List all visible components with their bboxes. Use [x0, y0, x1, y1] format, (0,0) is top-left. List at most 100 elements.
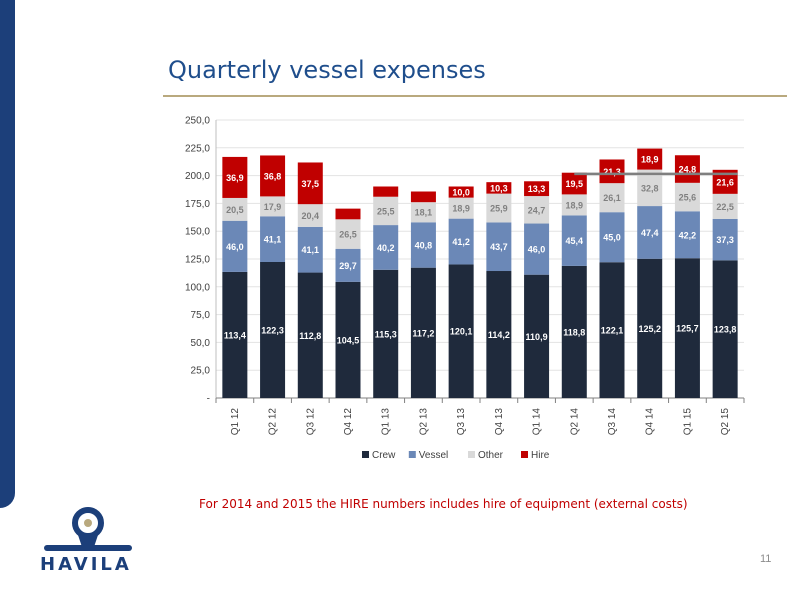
bar-vessel — [674, 211, 700, 259]
x-tick-label: Q2 13 — [418, 408, 429, 436]
havila-logo-icon — [44, 507, 132, 551]
bar-other — [599, 183, 625, 213]
data-label-other: 25,6 — [679, 193, 697, 203]
bar-vessel — [486, 222, 512, 272]
data-label-crew: 114,2 — [488, 330, 510, 340]
data-label-vessel: 42,2 — [679, 230, 697, 240]
bar-vessel — [335, 248, 361, 282]
data-label-vessel: 40,8 — [415, 240, 433, 250]
y-tick-label: 250,0 — [185, 116, 210, 127]
x-tick-label: Q3 13 — [456, 408, 467, 436]
data-label-crew: 115,3 — [375, 329, 397, 339]
data-label-other: 22,5 — [716, 202, 734, 212]
data-label-hire: 10,0 — [452, 188, 470, 198]
footnote: For 2014 and 2015 the HIRE numbers inclu… — [199, 497, 688, 511]
bar-vessel — [222, 220, 248, 272]
x-tick-label: Q2 12 — [268, 408, 279, 436]
bar-other — [486, 193, 512, 223]
data-label-other: 32,8 — [641, 183, 659, 193]
bar-crew — [335, 281, 361, 398]
data-label-vessel: 46,0 — [528, 245, 546, 255]
data-label-hire: 10,3 — [490, 183, 508, 193]
data-label-vessel: 47,4 — [641, 228, 659, 238]
data-label-vessel: 37,3 — [716, 235, 734, 245]
bar-vessel — [561, 215, 587, 266]
data-label-hire: 18,9 — [641, 155, 659, 165]
bar-hire — [448, 186, 474, 198]
legend-label-other: Other — [478, 450, 504, 461]
bar-other — [524, 196, 550, 224]
data-label-other: 18,9 — [566, 200, 584, 210]
data-label-hire: 13,3 — [528, 184, 546, 194]
legend-swatch-vessel — [408, 451, 416, 458]
bar-other — [448, 197, 474, 219]
bar-crew — [297, 272, 323, 398]
bar-vessel — [260, 216, 286, 263]
y-tick-label: 100,0 — [185, 282, 210, 293]
data-label-other: 25,5 — [377, 206, 395, 216]
data-label-other: 25,9 — [490, 204, 508, 214]
bar-vessel — [637, 206, 663, 259]
data-label-crew: 122,1 — [601, 326, 624, 336]
bar-hire — [410, 191, 436, 203]
bar-other — [410, 202, 436, 223]
bar-crew — [486, 271, 512, 398]
y-tick-label: 200,0 — [185, 171, 210, 182]
data-label-crew: 112,8 — [299, 331, 321, 341]
data-label-crew: 118,8 — [563, 327, 585, 337]
data-label-hire: 36,9 — [226, 173, 244, 183]
data-label-vessel: 43,7 — [490, 242, 508, 252]
data-label-hire: 21,6 — [716, 177, 734, 187]
bar-other — [561, 194, 587, 216]
data-label-crew: 110,9 — [526, 332, 548, 342]
bar-crew — [448, 264, 474, 398]
bar-hire — [222, 156, 248, 198]
y-tick-label: - — [207, 394, 210, 405]
bar-vessel — [448, 218, 474, 265]
bar-hire — [599, 159, 625, 184]
bar-crew — [410, 267, 436, 398]
bar-crew — [524, 274, 550, 398]
data-label-crew: 120,1 — [450, 327, 473, 337]
bar-crew — [599, 262, 625, 398]
data-label-vessel: 40,2 — [377, 243, 395, 253]
page-number: 11 — [760, 553, 772, 565]
bar-other — [373, 196, 399, 226]
x-tick-label: Q4 12 — [343, 408, 354, 436]
data-label-crew: 122,3 — [261, 326, 284, 336]
bar-hire — [335, 208, 361, 220]
bar-vessel — [297, 226, 323, 273]
bar-hire — [260, 155, 286, 197]
bar-other — [674, 182, 700, 212]
bar-hire — [674, 155, 700, 183]
legend-label-vessel: Vessel — [419, 450, 448, 461]
data-label-vessel: 45,0 — [603, 233, 621, 243]
data-label-hire: 37,5 — [302, 179, 320, 189]
bar-other — [712, 193, 738, 219]
bar-vessel — [373, 225, 399, 270]
data-label-vessel: 41,1 — [302, 245, 320, 255]
bar-crew — [637, 258, 663, 398]
page-title: Quarterly vessel expenses — [168, 56, 486, 84]
bar-vessel — [524, 223, 550, 275]
y-tick-label: 125,0 — [185, 255, 210, 266]
bar-vessel — [410, 222, 436, 268]
x-tick-label: Q2 15 — [720, 408, 731, 436]
data-label-other: 26,5 — [339, 230, 357, 240]
bar-crew — [712, 260, 738, 398]
y-tick-label: 25,0 — [191, 366, 211, 377]
y-tick-label: 175,0 — [185, 199, 210, 210]
bar-other — [297, 204, 323, 227]
data-label-hire: 19,5 — [566, 179, 584, 189]
bar-vessel — [712, 218, 738, 261]
title-divider — [163, 95, 787, 97]
data-label-other: 20,5 — [226, 205, 244, 215]
left-accent-bar — [0, 0, 15, 508]
x-tick-label: Q3 12 — [305, 408, 316, 436]
legend-label-hire: Hire — [531, 450, 550, 461]
bar-hire — [297, 162, 323, 205]
bar-crew — [222, 271, 248, 398]
data-label-vessel: 46,0 — [226, 242, 244, 252]
legend-swatch-crew — [362, 451, 369, 458]
